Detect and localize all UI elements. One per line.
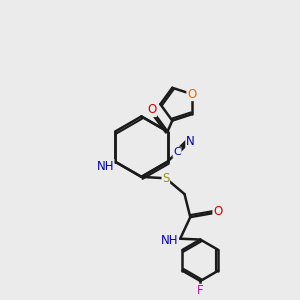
Text: O: O — [187, 88, 196, 100]
Text: F: F — [197, 284, 204, 297]
Text: NH: NH — [160, 234, 178, 247]
Text: S: S — [162, 172, 169, 185]
Text: O: O — [213, 205, 222, 218]
Text: C: C — [173, 147, 181, 157]
Text: N: N — [186, 135, 195, 148]
Text: O: O — [147, 103, 156, 116]
Text: NH: NH — [96, 160, 114, 172]
